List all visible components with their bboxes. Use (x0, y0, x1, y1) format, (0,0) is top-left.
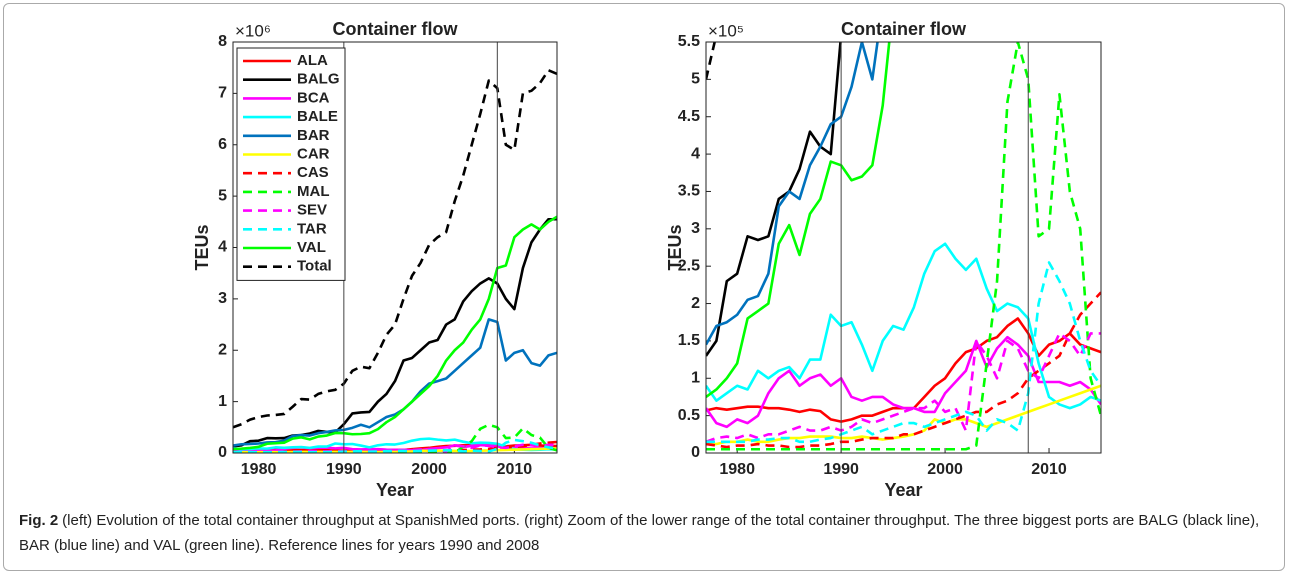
axes-box (232, 41, 558, 454)
caption: Fig. 2 (left) Evolution of the total cont… (19, 508, 1274, 558)
legend-label: CAR (297, 145, 330, 162)
plot-area (706, 42, 1101, 453)
y-axis-label: TEUs (192, 224, 212, 270)
y-tick-label: 2.5 (678, 257, 700, 274)
series-line (706, 384, 1101, 446)
caption-label: Fig. 2 (19, 512, 59, 529)
y-axis-label: TEUs (665, 224, 685, 270)
x-tick-label: 1980 (719, 461, 755, 478)
y-tick-label: 4.5 (678, 108, 700, 125)
series-line (706, 42, 891, 399)
y-tick-label: 5 (218, 187, 227, 204)
y-exponent-label: ×10⁵ (708, 21, 744, 40)
legend-label: CAS (297, 164, 329, 181)
series-line (233, 443, 557, 453)
caption-text: (left) Evolution of the total container … (19, 512, 1260, 554)
legend-label: BALE (297, 108, 338, 125)
series-line (706, 291, 1101, 449)
y-tick-label: 4 (691, 145, 700, 162)
x-tick-label: 1990 (823, 461, 859, 478)
legend-box (236, 47, 346, 281)
y-tick-label: 0.5 (678, 407, 700, 424)
y-tick-label: 5.5 (678, 33, 700, 50)
y-tick-label: 6 (218, 136, 227, 153)
y-tick-label: 1 (218, 393, 227, 410)
legend-label: BAR (297, 127, 330, 144)
y-tick-label: 8 (218, 33, 227, 50)
plot-lines (233, 42, 557, 453)
y-tick-label: 0 (218, 444, 227, 461)
x-tick-label: 1980 (241, 461, 277, 478)
legend-label: BCA (297, 89, 330, 106)
chart-title: Container flow (841, 19, 967, 39)
series-line (706, 261, 1101, 444)
chart-title: Container flow (333, 19, 459, 39)
legend-label: SEV (297, 202, 327, 219)
y-tick-label: 3 (218, 290, 227, 307)
legend-label: ALA (297, 52, 328, 69)
series-line (706, 332, 1101, 444)
y-tick-label: 7 (218, 85, 227, 102)
y-tick-label: 1.5 (678, 332, 700, 349)
series-line (233, 215, 557, 451)
legend-label: MAL (297, 183, 330, 200)
y-tick-label: 0 (691, 444, 700, 461)
y-tick-label: 3 (691, 220, 700, 237)
x-tick-label: 2000 (411, 461, 447, 478)
series-line (706, 42, 879, 346)
legend-label: TAR (297, 220, 327, 237)
series-line (233, 318, 557, 447)
x-tick-label: 2010 (1031, 461, 1067, 478)
y-tick-label: 2 (218, 341, 227, 358)
x-tick-label: 1990 (326, 461, 362, 478)
series-line (706, 42, 842, 357)
series-line (233, 217, 557, 448)
y-exponent-label: ×10⁶ (235, 21, 271, 40)
series-line (706, 242, 1101, 410)
axes-box (705, 41, 1102, 454)
x-axis-label: Year (376, 480, 414, 500)
legend-label: BALG (297, 71, 340, 88)
y-tick-label: 3.5 (678, 183, 700, 200)
y-tick-label: 5 (691, 71, 700, 88)
y-tick-label: 1 (691, 369, 700, 386)
x-tick-label: 2000 (927, 461, 963, 478)
legend-label: VAL (297, 239, 326, 256)
y-tick-label: 4 (218, 239, 227, 256)
x-tick-label: 2010 (497, 461, 533, 478)
plot-lines (706, 42, 1101, 453)
series-line (233, 438, 557, 453)
y-tick-label: 2 (691, 295, 700, 312)
charts: Container flow ×10⁶ Year TEUs 0 1 2 3 4 5 6 7 8 1980 1… (192, 19, 1102, 500)
legend-label: Total (297, 258, 332, 275)
figure-frame (3, 3, 1285, 571)
x-axis-label: Year (884, 480, 922, 500)
series-line (706, 42, 1101, 451)
